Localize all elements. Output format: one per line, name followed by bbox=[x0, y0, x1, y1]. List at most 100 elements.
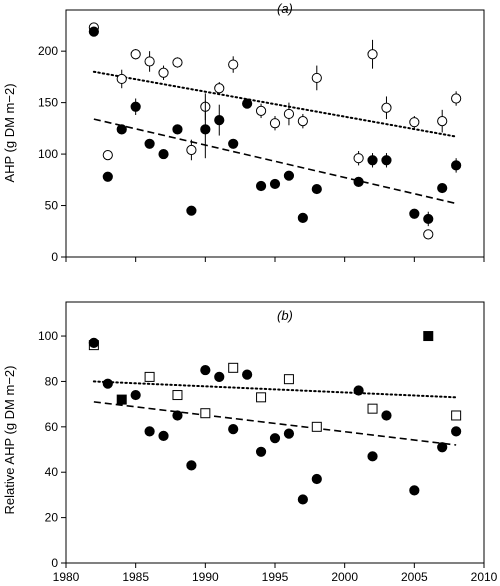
panel-a-point-filled-circle bbox=[116, 124, 127, 135]
panel-a-point-filled-circle bbox=[409, 208, 420, 219]
panel-a-trend-dashed bbox=[93, 118, 457, 205]
panel-a-point-open-circle bbox=[255, 105, 267, 116]
panel-a-point-open-circle bbox=[311, 72, 322, 84]
panel-b-point-filled-circle bbox=[214, 371, 225, 382]
panel-a-point-open-circle bbox=[409, 117, 420, 128]
panel-a-point-filled-circle bbox=[186, 205, 197, 216]
panel-a-point-open-circle bbox=[130, 49, 141, 60]
panel-a-point-filled-circle bbox=[214, 115, 225, 126]
panel-b-point-open-square bbox=[451, 410, 462, 421]
panel-b-point-open-square bbox=[172, 390, 183, 401]
panel-b-point-filled-circle bbox=[353, 385, 364, 396]
panel-a-point-open-circle bbox=[269, 118, 281, 129]
panel-b-point-filled-circle bbox=[242, 369, 253, 380]
panel-b-trends bbox=[92, 380, 458, 446]
panel-b-point-filled-circle bbox=[381, 410, 392, 421]
panel-b-point-filled-square bbox=[116, 394, 127, 405]
panel-a-point-filled-circle bbox=[437, 182, 448, 194]
panel-a-point-filled-circle bbox=[353, 176, 364, 187]
panel-a-y-tick-label: 150 bbox=[38, 96, 58, 110]
panel-a-point-filled-circle bbox=[158, 148, 169, 160]
panel-b-y-tick-label: 60 bbox=[45, 420, 59, 434]
panel-b-label: (b) bbox=[277, 308, 293, 323]
panel-b-trend-dotted bbox=[92, 380, 458, 399]
panel-b-y-tick-label: 0 bbox=[51, 556, 58, 570]
panel-b-point-filled-square bbox=[423, 331, 434, 342]
panel-a-point-filled-circle bbox=[102, 171, 113, 182]
panel-b-x-tick-label: 1995 bbox=[262, 570, 289, 584]
panel-a-points bbox=[88, 22, 462, 240]
panel-b-point-filled-circle bbox=[283, 428, 295, 439]
panel-b-trend-dashed bbox=[93, 401, 457, 446]
panel-b-point-filled-circle bbox=[255, 446, 267, 457]
panel-b-point-open-square bbox=[367, 403, 378, 414]
panel-a: (a) AHP (g DM m−2) 0 50 100 150 200 bbox=[2, 1, 485, 264]
panel-a-point-filled-circle bbox=[242, 98, 253, 109]
panel-b-x-tick-label: 1990 bbox=[192, 570, 219, 584]
panel-b-points bbox=[88, 331, 462, 505]
panel-a-point-open-circle bbox=[158, 67, 169, 78]
panel-b-point-filled-circle bbox=[451, 426, 462, 437]
panel-a-plot-area bbox=[65, 9, 485, 258]
panel-a-point-filled-circle bbox=[283, 170, 295, 181]
panel-a-point-open-circle bbox=[367, 49, 378, 60]
panel-a-y-tick-label: 50 bbox=[45, 199, 59, 213]
panel-a-point-filled-circle bbox=[172, 124, 183, 135]
panel-b-x-tick-label: 1985 bbox=[122, 570, 149, 584]
panel-a-point-filled-circle bbox=[311, 183, 322, 195]
panel-b: (b) Relative AHP (g DM m−2) 0 20 40 60 80 100… bbox=[2, 301, 498, 584]
panel-a-point-open-circle bbox=[423, 229, 434, 240]
panel-b-x-tick-label: 2010 bbox=[471, 570, 498, 584]
panel-a-trends bbox=[92, 70, 458, 205]
panel-a-point-open-circle bbox=[451, 93, 462, 104]
panel-b-x-tick-label: 1980 bbox=[53, 570, 80, 584]
panel-b-point-filled-circle bbox=[311, 473, 322, 485]
panel-b-point-filled-circle bbox=[144, 426, 155, 437]
panel-a-point-open-circle bbox=[144, 56, 155, 67]
panel-b-point-open-square bbox=[144, 371, 155, 382]
panel-a-y-tick-label: 200 bbox=[38, 44, 58, 58]
panel-b-point-filled-circle bbox=[130, 389, 141, 401]
panel-a-point-filled-circle bbox=[451, 160, 462, 171]
panel-a-point-open-circle bbox=[381, 102, 392, 113]
panel-b-ticks: 0 20 40 60 80 100 1980 1985 1990 1995 2000 2005 2010 bbox=[38, 329, 498, 584]
panel-b-point-open-square bbox=[200, 408, 211, 419]
panel-b-point-open-square bbox=[228, 362, 239, 373]
panel-b-y-tick-label: 80 bbox=[45, 374, 59, 388]
panel-b-point-filled-circle bbox=[269, 433, 281, 444]
panel-a-point-open-circle bbox=[353, 153, 364, 164]
panel-a-point-filled-circle bbox=[130, 101, 141, 112]
panel-b-point-open-square bbox=[256, 392, 267, 403]
panel-a-point-open-circle bbox=[437, 116, 448, 127]
panel-a-point-open-circle bbox=[186, 144, 197, 156]
panel-a-point-open-circle bbox=[228, 59, 239, 70]
panel-a-point-filled-circle bbox=[200, 124, 211, 135]
panel-a-point-filled-circle bbox=[144, 138, 155, 149]
panel-b-point-filled-circle bbox=[88, 337, 99, 348]
panel-b-point-filled-circle bbox=[367, 451, 378, 462]
panel-b-point-filled-circle bbox=[102, 378, 113, 389]
panel-b-point-open-square bbox=[283, 374, 294, 385]
panel-a-point-filled-circle bbox=[88, 26, 99, 37]
panel-b-y-tick-label: 100 bbox=[38, 329, 58, 343]
panel-b-point-filled-circle bbox=[228, 423, 239, 435]
panel-b-point-filled-circle bbox=[409, 485, 420, 496]
panel-a-point-filled-circle bbox=[255, 180, 267, 192]
panel-a-point-filled-circle bbox=[269, 178, 281, 190]
panel-a-label: (a) bbox=[277, 1, 293, 16]
panel-b-point-filled-circle bbox=[158, 430, 169, 442]
panel-a-point-open-circle bbox=[102, 150, 113, 161]
panel-b-point-open-square bbox=[311, 421, 322, 432]
panel-a-y-tick-label: 100 bbox=[38, 147, 58, 161]
panel-a-point-filled-circle bbox=[423, 213, 434, 225]
panel-b-x-tick-label: 2005 bbox=[401, 570, 428, 584]
panel-a-point-open-circle bbox=[214, 83, 225, 94]
panel-b-point-filled-circle bbox=[437, 442, 448, 453]
panel-a-point-filled-circle bbox=[381, 155, 392, 166]
panel-b-plot-area bbox=[65, 301, 485, 564]
panel-a-point-open-circle bbox=[172, 57, 183, 68]
panel-b-point-filled-circle bbox=[297, 494, 308, 505]
panel-b-point-filled-circle bbox=[186, 460, 197, 471]
panel-a-y-tick-label: 0 bbox=[51, 250, 58, 264]
